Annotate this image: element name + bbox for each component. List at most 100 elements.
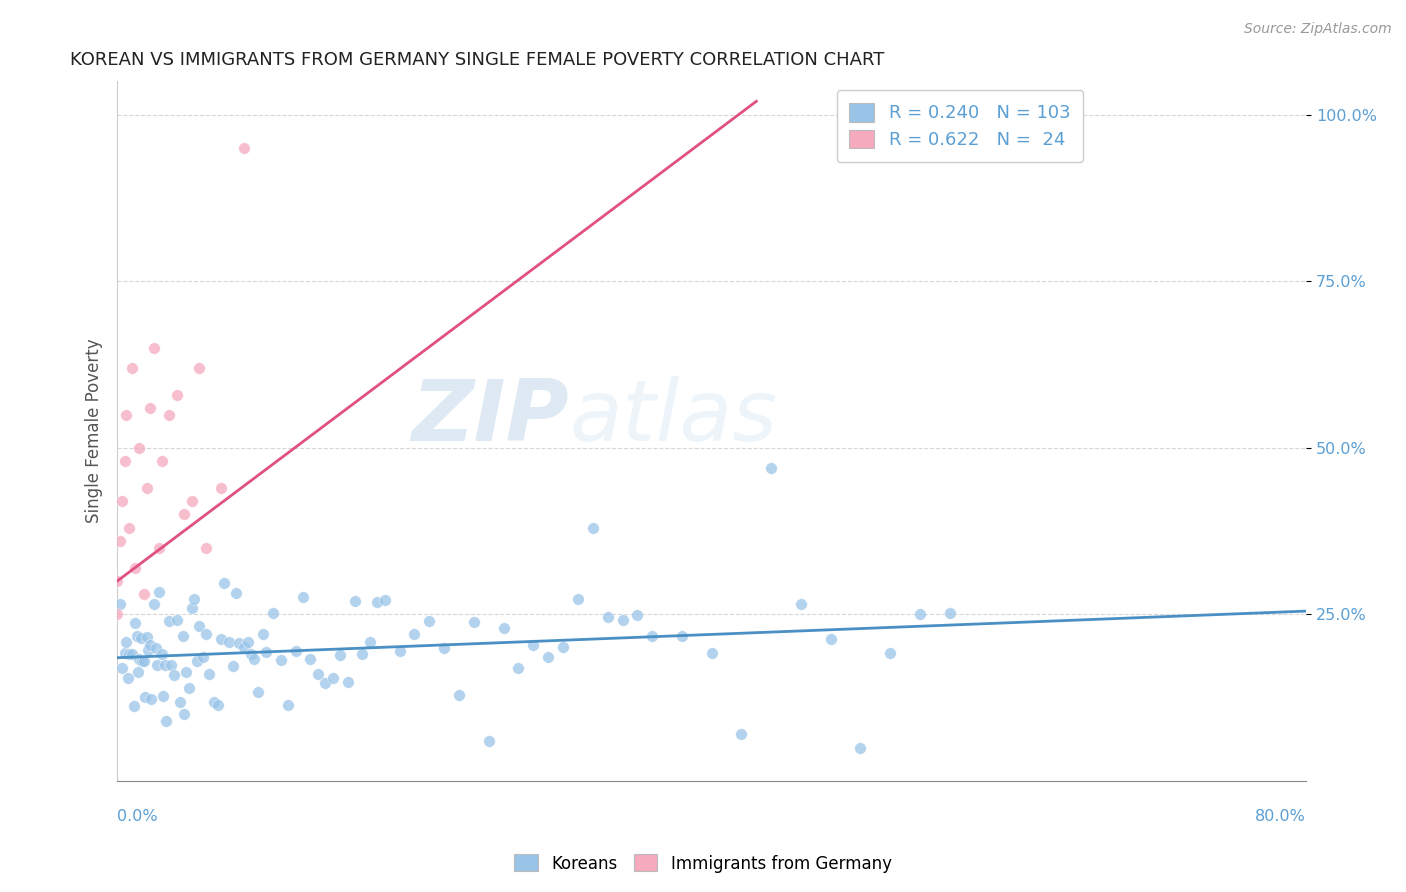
Point [209, 481, 232, 495]
Point [243, 652, 266, 666]
Point [115, 408, 138, 422]
Point [262, 606, 284, 620]
Point [180, 494, 202, 508]
Point [187, 619, 209, 633]
Point [111, 661, 134, 675]
Point [209, 632, 232, 647]
Text: atlas: atlas [569, 376, 778, 458]
Point [198, 666, 221, 681]
Point [522, 638, 544, 652]
Point [148, 541, 170, 555]
Point [307, 666, 329, 681]
Point [284, 644, 307, 658]
Y-axis label: Single Female Poverty: Single Female Poverty [86, 339, 103, 524]
Point [938, 606, 960, 620]
Point [114, 646, 136, 660]
Point [139, 638, 162, 652]
Point [582, 521, 605, 535]
Point [177, 681, 200, 695]
Point [790, 597, 813, 611]
Point [152, 690, 174, 704]
Point [508, 661, 530, 675]
Point [820, 632, 842, 646]
Point [125, 629, 148, 643]
Point [447, 689, 470, 703]
Point [157, 408, 180, 422]
Point [537, 649, 560, 664]
Point [366, 595, 388, 609]
Point [180, 600, 202, 615]
Point [143, 341, 166, 355]
Point [155, 714, 177, 729]
Point [143, 597, 166, 611]
Point [567, 592, 589, 607]
Point [336, 674, 359, 689]
Point [849, 740, 872, 755]
Point [478, 734, 501, 748]
Point [108, 597, 131, 611]
Point [612, 613, 634, 627]
Point [118, 647, 141, 661]
Point [173, 706, 195, 721]
Point [121, 647, 143, 661]
Point [121, 360, 143, 375]
Point [270, 652, 292, 666]
Point [228, 636, 250, 650]
Point [124, 561, 146, 575]
Point [492, 621, 515, 635]
Point [111, 494, 134, 508]
Point [374, 592, 396, 607]
Legend: Koreans, Immigrants from Germany: Koreans, Immigrants from Germany [508, 847, 898, 880]
Point [135, 481, 157, 495]
Point [135, 630, 157, 644]
Point [388, 643, 411, 657]
Point [239, 647, 262, 661]
Point [277, 698, 299, 713]
Point [173, 508, 195, 522]
Point [124, 616, 146, 631]
Point [641, 629, 664, 643]
Text: Source: ZipAtlas.com: Source: ZipAtlas.com [1244, 22, 1392, 37]
Point [166, 613, 188, 627]
Point [195, 541, 218, 555]
Point [236, 635, 259, 649]
Point [463, 615, 485, 629]
Point [222, 659, 245, 673]
Point [128, 652, 150, 666]
Point [551, 640, 574, 655]
Point [139, 401, 162, 415]
Point [225, 586, 247, 600]
Point [174, 665, 197, 679]
Point [148, 585, 170, 599]
Point [187, 360, 209, 375]
Legend: R = 0.240   N = 103, R = 0.622   N =  24: R = 0.240 N = 103, R = 0.622 N = 24 [837, 90, 1083, 161]
Point [322, 671, 344, 685]
Point [163, 667, 186, 681]
Point [172, 629, 194, 643]
Text: 80.0%: 80.0% [1256, 809, 1306, 824]
Point [166, 387, 188, 401]
Point [202, 695, 225, 709]
Point [193, 649, 215, 664]
Point [329, 648, 352, 663]
Point [141, 692, 163, 706]
Point [232, 141, 254, 155]
Point [118, 521, 141, 535]
Point [105, 574, 128, 588]
Point [730, 727, 752, 741]
Text: KOREAN VS IMMIGRANTS FROM GERMANY SINGLE FEMALE POVERTY CORRELATION CHART: KOREAN VS IMMIGRANTS FROM GERMANY SINGLE… [70, 51, 884, 69]
Text: 0.0%: 0.0% [117, 809, 157, 824]
Point [146, 657, 169, 672]
Point [207, 698, 229, 712]
Point [247, 685, 270, 699]
Point [671, 629, 693, 643]
Point [159, 657, 181, 672]
Point [150, 647, 173, 661]
Point [232, 640, 254, 654]
Point [128, 441, 150, 455]
Point [759, 460, 782, 475]
Point [352, 647, 374, 661]
Point [132, 587, 155, 601]
Point [115, 635, 138, 649]
Point [117, 671, 139, 685]
